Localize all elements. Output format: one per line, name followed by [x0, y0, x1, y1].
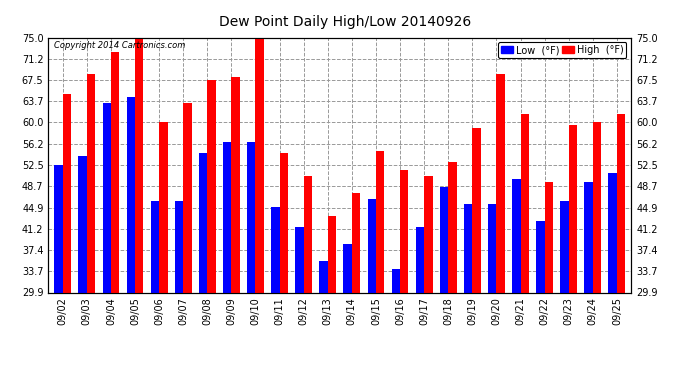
- Bar: [231, 77, 240, 292]
- Bar: [368, 199, 376, 292]
- Bar: [159, 122, 168, 292]
- Legend: Low  (°F), High  (°F): Low (°F), High (°F): [498, 42, 627, 58]
- Bar: [207, 80, 216, 292]
- Bar: [352, 193, 360, 292]
- Bar: [569, 125, 577, 292]
- Bar: [560, 201, 569, 292]
- Bar: [63, 94, 71, 292]
- Bar: [536, 221, 544, 292]
- Bar: [223, 142, 231, 292]
- Bar: [247, 142, 255, 292]
- Bar: [319, 261, 328, 292]
- Bar: [488, 204, 496, 292]
- Bar: [617, 114, 625, 292]
- Bar: [344, 244, 352, 292]
- Bar: [584, 182, 593, 292]
- Bar: [111, 52, 119, 292]
- Bar: [520, 114, 529, 292]
- Bar: [440, 188, 449, 292]
- Bar: [199, 153, 207, 292]
- Bar: [496, 74, 505, 292]
- Bar: [135, 29, 144, 292]
- Bar: [415, 227, 424, 292]
- Bar: [255, 38, 264, 292]
- Bar: [279, 153, 288, 292]
- Bar: [593, 122, 601, 292]
- Bar: [544, 182, 553, 292]
- Bar: [392, 269, 400, 292]
- Bar: [103, 102, 111, 292]
- Bar: [473, 128, 481, 292]
- Bar: [400, 170, 408, 292]
- Bar: [464, 204, 473, 292]
- Bar: [376, 151, 384, 292]
- Bar: [271, 207, 279, 292]
- Bar: [424, 176, 433, 292]
- Bar: [512, 179, 520, 292]
- Bar: [175, 201, 184, 292]
- Bar: [448, 162, 457, 292]
- Bar: [609, 173, 617, 292]
- Text: Dew Point Daily High/Low 20140926: Dew Point Daily High/Low 20140926: [219, 15, 471, 29]
- Text: Copyright 2014 Cartronics.com: Copyright 2014 Cartronics.com: [54, 41, 186, 50]
- Bar: [150, 201, 159, 292]
- Bar: [304, 176, 312, 292]
- Bar: [87, 74, 95, 292]
- Bar: [184, 102, 192, 292]
- Bar: [79, 156, 87, 292]
- Bar: [328, 216, 336, 292]
- Bar: [126, 97, 135, 292]
- Bar: [55, 165, 63, 292]
- Bar: [295, 227, 304, 292]
